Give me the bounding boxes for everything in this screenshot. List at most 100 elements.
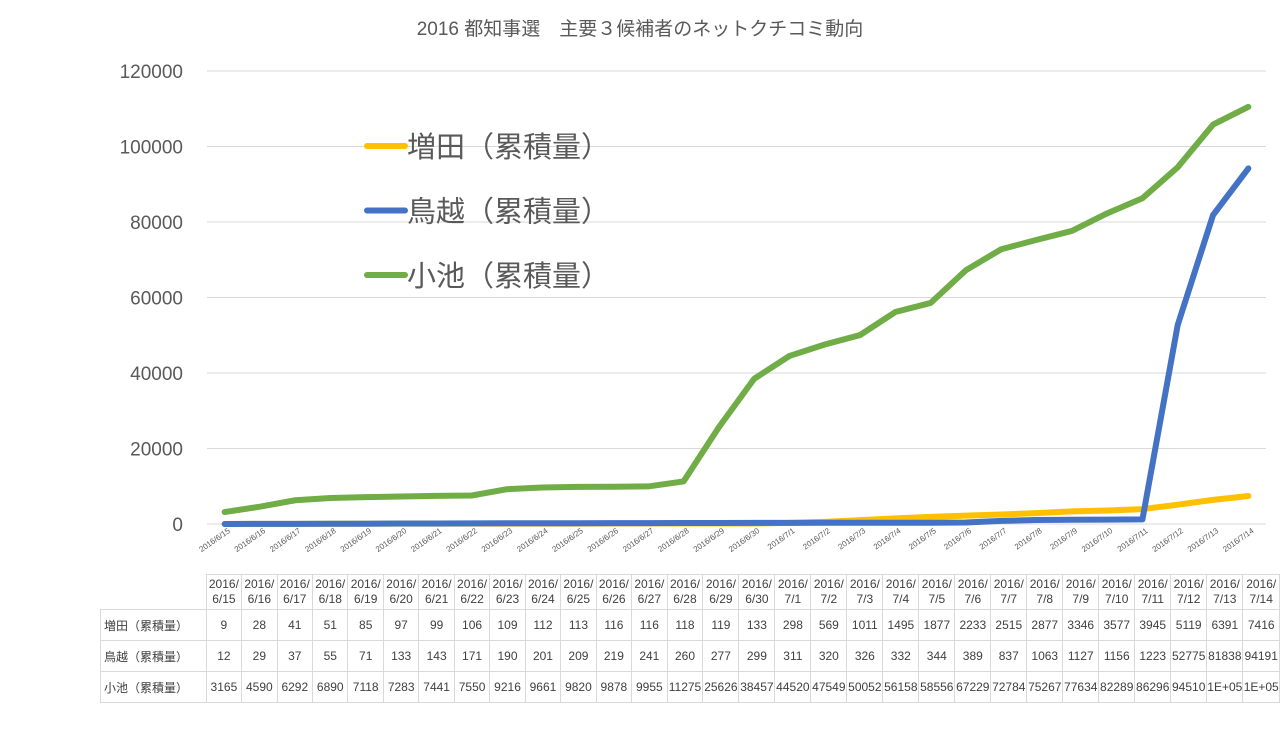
header-part: 6/15: [212, 592, 236, 606]
x-tick-label: 2016/7/5: [907, 526, 938, 552]
table-cell: 106: [453, 609, 491, 641]
table-header-cell: 2016/7/3: [846, 574, 884, 610]
table-header-cell: 2016/6/17: [276, 574, 314, 610]
x-tick-label: 2016/6/18: [303, 526, 338, 554]
x-tick-label: 2016/6/19: [339, 526, 374, 554]
series-line: [221, 165, 1252, 527]
x-tick-label: 2016/7/10: [1080, 526, 1115, 554]
table-cell: 569: [810, 609, 848, 641]
table-cell: 1011: [846, 609, 884, 641]
y-tick-label: 20000: [130, 440, 183, 461]
table-cell: 9661: [524, 671, 562, 703]
x-tick-label: 2016/7/9: [1048, 526, 1079, 552]
table-cell: 1223: [1134, 640, 1172, 672]
x-tick-label: 2016/6/20: [374, 526, 409, 554]
table-cell: 311: [774, 640, 812, 672]
table-header-cell: 2016/7/7: [990, 574, 1028, 610]
header-part: 6/24: [531, 592, 555, 606]
table-cell: 9878: [595, 671, 633, 703]
table-header-cell: 2016/6/23: [489, 574, 526, 610]
header-part: 2016/: [244, 577, 275, 591]
header-part: 2016/: [634, 577, 665, 591]
table-cell: 3346: [1062, 609, 1100, 641]
header-part: 2016/: [563, 577, 594, 591]
header-part: 2016/: [386, 577, 417, 591]
table-cell: 56158: [882, 671, 920, 703]
header-part: 2016/: [1209, 577, 1240, 591]
table-cell: 6292: [276, 671, 314, 703]
table-cell: 41: [276, 609, 314, 641]
table-cell: 299: [738, 640, 776, 672]
legend-label: 増田（累積量）: [407, 131, 610, 164]
table-cell: 9820: [560, 671, 597, 703]
table-header-cell: 2016/6/27: [631, 574, 668, 610]
table-cell: 97: [382, 609, 420, 641]
table-header-cell: 2016/6/30: [738, 574, 776, 610]
table-cell: 25626: [702, 671, 740, 703]
table-header-cell: 2016/6/19: [347, 574, 384, 610]
table-cell: 9216: [489, 671, 526, 703]
x-tick-label: 2016/7/7: [978, 526, 1009, 552]
y-tick-label: 60000: [130, 289, 183, 310]
table-cell: 9: [205, 609, 243, 641]
header-part: 2016/: [279, 577, 310, 591]
header-part: 2016/: [669, 577, 700, 591]
table-cell: 219: [595, 640, 633, 672]
table-cell: 277: [702, 640, 740, 672]
header-part: 2016/: [1137, 577, 1168, 591]
header-part: 2016/: [705, 577, 736, 591]
table-header-cell: 2016/7/10: [1098, 574, 1136, 610]
header-part: 6/22: [460, 592, 484, 606]
header-part: 7/14: [1249, 592, 1273, 606]
header-part: 6/23: [495, 592, 520, 606]
y-tick-label: 120000: [120, 62, 183, 83]
x-tick-label: 2016/6/15: [197, 526, 232, 554]
header-part: 6/20: [389, 592, 413, 606]
table-cell: 1877: [918, 609, 956, 641]
table-cell: 4590: [241, 671, 278, 703]
x-tick-label: 2016/6/22: [445, 526, 480, 554]
header-part: 7/10: [1105, 592, 1129, 606]
header-part: 7/11: [1141, 592, 1164, 606]
header-part: 2016/: [1173, 577, 1204, 591]
header-part: 6/27: [637, 592, 662, 606]
table-cell: 118: [666, 609, 704, 641]
table-cell: 109: [489, 609, 526, 641]
table-cell: 37: [276, 640, 314, 672]
x-tick-label: 2016/6/23: [480, 526, 515, 554]
table-cell: 116: [595, 609, 633, 641]
header-part: 2016/: [885, 577, 916, 591]
table-cell: 260: [666, 640, 704, 672]
header-part: 2016/: [527, 577, 558, 591]
table-cell: 1495: [882, 609, 920, 641]
x-tick-label: 2016/7/8: [1013, 526, 1044, 552]
legend-label: 鳥越（累積量）: [407, 196, 610, 229]
header-part: 2016/: [1065, 577, 1096, 591]
y-tick-label: 100000: [120, 138, 183, 159]
table-cell: 190: [489, 640, 526, 672]
header-part: 2016/: [777, 577, 808, 591]
header-part: 7/9: [1072, 592, 1090, 606]
header-part: 7/8: [1036, 592, 1054, 606]
header-part: 6/16: [247, 592, 272, 606]
header-part: 7/3: [856, 592, 874, 606]
table-cell: 67229: [954, 671, 992, 703]
header-part: 2016/: [813, 577, 844, 591]
header-part: 2016/: [315, 577, 346, 591]
table-cell: 47549: [810, 671, 848, 703]
header-part: 6/29: [709, 592, 733, 606]
header-part: 7/13: [1213, 592, 1237, 606]
x-tick-label: 2016/7/6: [942, 526, 973, 552]
table-cell: 72784: [990, 671, 1028, 703]
table-cell: 51: [312, 609, 349, 641]
table-header-row: 2016/6/15 2016/6/16 2016/6/17 2016/6/18 2016…: [100, 574, 1280, 610]
table-cell: 38457: [738, 671, 776, 703]
x-tick-label: 2016/7/11: [1116, 526, 1150, 554]
y-tick-label: 0: [172, 515, 183, 536]
header-part: 6/26: [602, 592, 626, 606]
x-tick-label: 2016/7/4: [872, 526, 903, 552]
header-part: 6/21: [424, 592, 449, 606]
table-cell: 1E+05: [1206, 671, 1244, 703]
header-part: 2016/: [741, 577, 772, 591]
